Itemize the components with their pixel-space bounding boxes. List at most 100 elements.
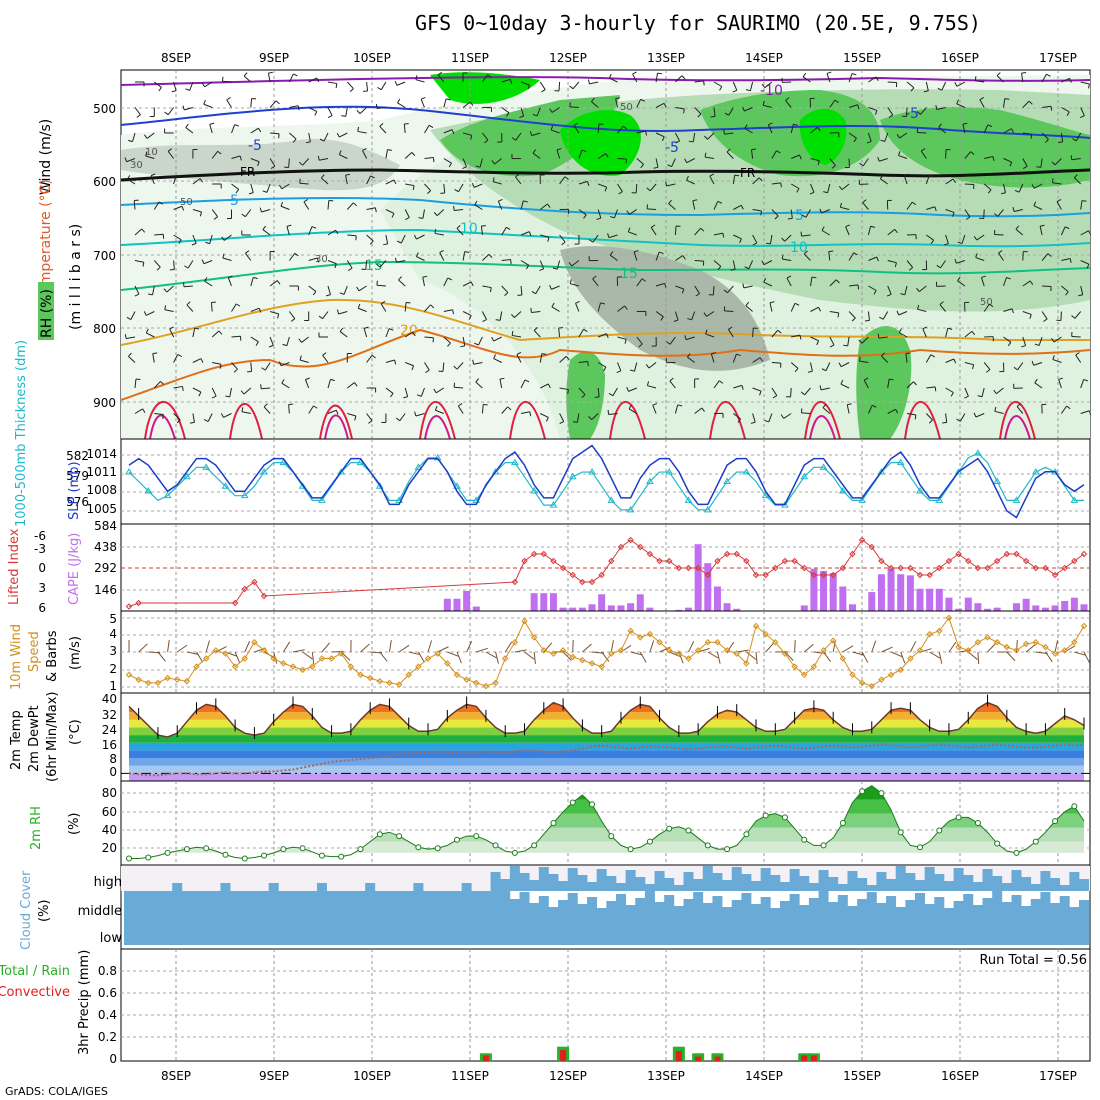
svg-text:0: 0 [109,1052,117,1066]
wind-barb-flag [416,394,422,397]
thickness-marker [877,468,886,475]
wind-barb-flag [839,202,842,208]
wind-barb-flag [957,241,963,244]
temp-band [129,750,1084,759]
cape-bar [897,574,905,611]
wind-barb [308,77,317,83]
wind-barb-flag [257,161,260,167]
wind-barb [439,252,445,261]
wind-barb-flag [397,98,401,104]
wind-barb-flag [845,224,850,228]
wind-barb-flag [451,129,455,134]
wind-barb-flag [986,369,991,373]
rh2m-marker [492,842,499,849]
wind-barb [266,183,271,193]
wind-barb-flag [199,178,204,183]
wind-barb-flag [683,108,685,114]
thickness-marker [279,458,288,466]
precip-convective-bar [482,1055,489,1061]
wind-barb [454,386,464,389]
li-marker [936,564,943,572]
wind-barb [289,132,297,140]
wind-barb [153,381,161,389]
wind-barb-flag [934,206,937,212]
wind-barb [925,413,933,421]
wind-barb [457,405,464,414]
cloud-mid-bar [654,902,665,918]
wind-barb [959,413,966,422]
wind-barb [726,151,734,159]
wind-barb-flag [472,359,475,365]
upper-ylabel-temp: Temperature (°C) [38,179,54,301]
wind-barb-flag [363,326,369,329]
bottom-date-label: 14SEP [745,1069,783,1083]
wind-barb [1022,336,1027,346]
wind10-marker [617,647,625,654]
wind10-marker [154,679,162,687]
wind-barb [945,387,954,393]
wind-barb [810,306,819,312]
rh2m-label: 2m RH [29,806,44,850]
wind-barb-flag [821,226,825,231]
rh2m-marker [743,831,750,838]
rh-shading [121,72,1090,440]
cloud-low-bar [210,918,221,945]
wind-barb-flag [474,342,479,346]
wind10-marker [366,674,374,682]
cloud-high-bar [779,882,790,891]
wind-barb-flag [853,252,858,256]
wind-barb [308,257,318,261]
cloud-low-bar [972,918,983,945]
wind-barb-flag [774,215,779,220]
wind10-marker [174,676,181,683]
wind-barb-flag [515,173,520,178]
cape-bar [820,570,828,611]
thickness-marker [761,491,770,499]
cloud-low-bar [519,918,530,945]
wind-barb-flag [728,326,733,330]
wind-barb-flag [556,148,562,151]
wind-barb [497,200,503,210]
wind-barb [499,311,503,321]
cape-bar [800,605,808,611]
cloud-high-bar [529,880,540,891]
wind10-marker [251,639,258,646]
wind-barb [211,209,219,217]
wind-barb-flag [298,161,304,166]
wind-barb-flag [583,214,587,219]
thickness-marker [260,468,268,475]
wind10-barb [736,649,749,653]
wind-barb [299,359,309,363]
wind-barb-flag [877,333,880,339]
wind-barb [533,330,541,338]
wind-barb-flag [316,77,320,83]
wind-barb-flag [800,391,805,396]
cloud-mid-bar [490,891,501,918]
wind10-marker [926,630,933,638]
wind-barb [957,280,966,287]
wind-barb-flag [412,185,415,191]
li-marker [1071,557,1078,565]
wind10-barb [205,640,210,653]
cloud-high-bar [741,874,752,891]
thickness-marker [1012,496,1021,503]
wind-barb-flag [258,127,262,133]
wind10-marker [241,655,248,662]
wind-barb-flag [178,239,182,244]
cape-bar [810,568,818,611]
wind-barb-flag [276,280,281,285]
wind-barb [733,204,742,210]
cloud-mid-bar [509,899,520,918]
wind-barb-flag [894,262,897,268]
wind-barb [385,234,389,244]
wind-barb-flag [1081,200,1087,202]
wind10-marker [482,682,490,690]
wind-barb-flag [550,125,554,131]
cloud-high-bar [943,881,954,891]
wind-barb-flag [1066,111,1070,117]
wind-barb [945,328,949,338]
li-marker [1032,564,1039,572]
cloud-low-bar [124,918,134,945]
wind-barb [589,81,599,85]
wind-barb [609,254,618,261]
